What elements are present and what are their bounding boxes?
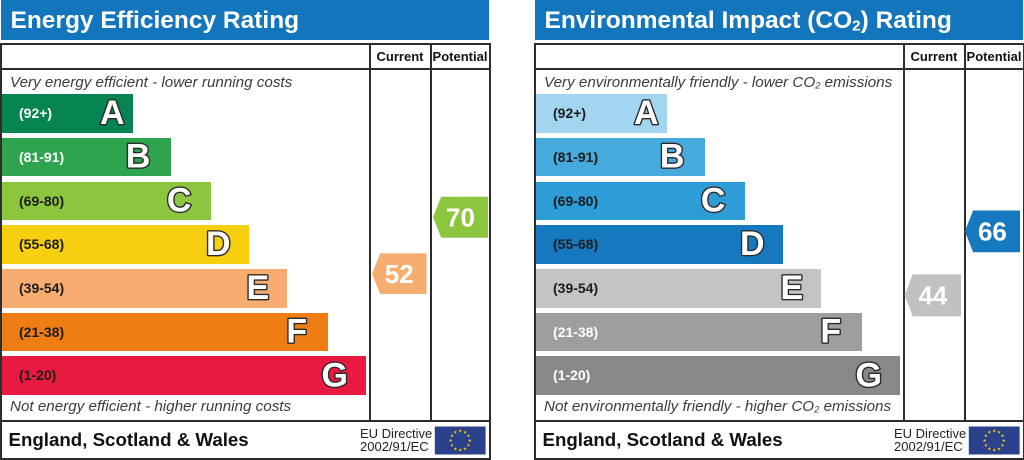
svg-text:D: D xyxy=(206,225,231,263)
svg-text:E: E xyxy=(781,269,804,307)
svg-text:A: A xyxy=(634,94,659,132)
svg-text:70: 70 xyxy=(446,202,475,232)
svg-text:C: C xyxy=(701,182,726,220)
svg-text:A: A xyxy=(100,94,125,132)
svg-text:G: G xyxy=(855,356,881,394)
svg-text:44: 44 xyxy=(918,281,947,311)
svg-text:F: F xyxy=(820,313,841,351)
svg-text:B: B xyxy=(660,138,685,176)
svg-text:B: B xyxy=(126,138,151,176)
svg-text:G: G xyxy=(321,356,347,394)
svg-text:66: 66 xyxy=(978,217,1007,247)
svg-text:F: F xyxy=(286,313,307,351)
svg-text:E: E xyxy=(247,269,270,307)
svg-text:C: C xyxy=(167,182,192,220)
svg-text:52: 52 xyxy=(385,259,414,289)
svg-text:D: D xyxy=(740,225,765,263)
